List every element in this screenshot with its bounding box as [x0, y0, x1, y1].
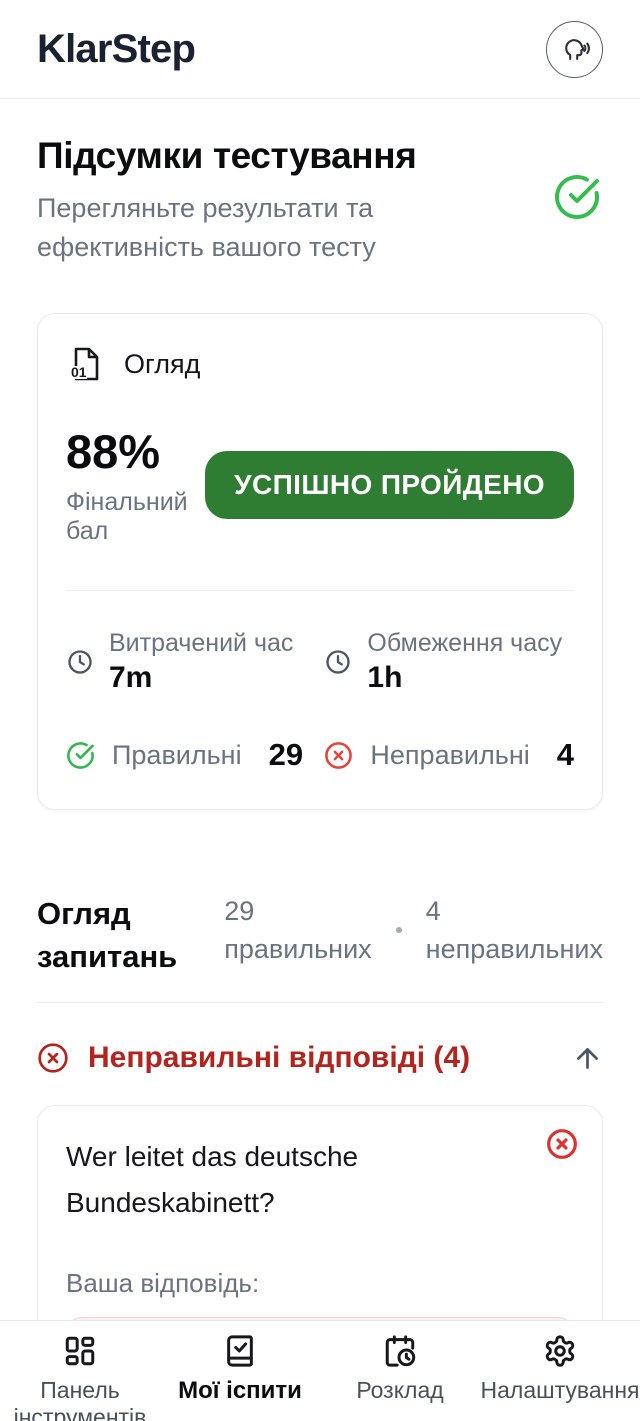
incorrect-summary: 4 неправильних [426, 894, 603, 965]
nav-label: Розклад [356, 1377, 444, 1403]
nav-label: Мої іспити [178, 1377, 302, 1404]
time-limit-label: Обмеження часу [367, 629, 563, 657]
nav-label: Налаштування [480, 1377, 640, 1403]
app-header: KlarStep [0, 0, 640, 99]
page-title: Підсумки тестування [37, 135, 417, 176]
nav-item-settings[interactable]: Налаштування [480, 1334, 640, 1421]
clock-icon [324, 648, 352, 676]
questions-overview-title: Огляд запитань [37, 896, 178, 974]
question-text: Wer leitet das deutsche Bundeskabinett? [66, 1141, 359, 1218]
clock-icon [66, 648, 94, 676]
your-answer-label: Ваша відповідь: [66, 1268, 260, 1298]
bottom-nav: Панель інструментів Мої іспити Розклад [0, 1320, 640, 1421]
correct-count-stat: Правильні 29 [66, 737, 308, 773]
exam-book-check-icon [223, 1334, 257, 1368]
time-spent-stat: Витрачений час 7m [66, 629, 308, 695]
questions-overview-counts: 29 правильних 4 неправильних [224, 892, 603, 965]
final-score-label: Фінальний бал [66, 488, 188, 545]
stats-grid: Витрачений час 7m Обмеження часу 1h [66, 629, 574, 773]
dot-separator [395, 926, 402, 933]
dashboard-grid-icon [63, 1334, 97, 1368]
incorrect-label: Неправильні [370, 739, 530, 770]
correct-summary-label: правильних [224, 934, 372, 964]
main-content: Підсумки тестування Перегляньте результа… [0, 135, 640, 1421]
nav-label: Панель інструментів [13, 1377, 147, 1421]
correct-label: Правильні [112, 739, 242, 770]
time-spent-value: 7m [109, 661, 153, 694]
page-subtitle: Перегляньте результати та ефективність в… [37, 193, 376, 262]
incorrect-summary-label: неправильних [425, 934, 603, 964]
check-circle-icon [66, 741, 95, 770]
final-score-block: 88% Фінальний бал [66, 424, 205, 546]
section-divider [37, 1002, 603, 1003]
correct-value: 29 [268, 737, 304, 772]
overview-card: 01 Огляд 88% Фінальний бал УСПІШНО ПРОЙД… [37, 313, 603, 810]
settings-gear-icon [543, 1334, 577, 1368]
card-divider [66, 590, 574, 591]
text-to-speech-button[interactable] [546, 20, 603, 78]
time-limit-stat: Обмеження часу 1h [324, 629, 574, 695]
x-circle-icon [324, 741, 353, 770]
x-circle-icon [37, 1042, 69, 1074]
nav-item-schedule[interactable]: Розклад [320, 1334, 480, 1421]
incorrect-answers-title: Неправильні відповіді (4) [88, 1041, 471, 1074]
collapse-arrow-up-icon[interactable] [572, 1043, 603, 1074]
correct-summary: 29 правильних [224, 894, 371, 965]
passed-status-badge[interactable]: УСПІШНО ПРОЙДЕНО [205, 451, 574, 519]
overview-card-title: Огляд [124, 348, 201, 379]
success-check-icon [553, 173, 601, 221]
speaking-head-icon [559, 33, 591, 65]
correct-summary-count: 29 [224, 896, 255, 926]
overview-card-header: 01 Огляд [66, 344, 574, 384]
page-title-section: Підсумки тестування Перегляньте результа… [37, 135, 603, 267]
final-score-value: 88% [66, 425, 161, 478]
app-logo: KlarStep [37, 26, 196, 71]
svg-text:01: 01 [71, 364, 87, 380]
incorrect-count-stat: Неправильні 4 [324, 737, 574, 773]
time-limit-value: 1h [367, 661, 403, 694]
incorrect-value: 4 [556, 737, 574, 772]
score-row: 88% Фінальний бал УСПІШНО ПРОЙДЕНО [66, 424, 574, 546]
calendar-clock-icon [383, 1334, 417, 1368]
report-document-icon: 01 [66, 344, 106, 384]
questions-overview-section: Огляд запитань 29 правильних 4 неправиль… [37, 892, 603, 978]
nav-item-dashboard[interactable]: Панель інструментів [0, 1334, 160, 1421]
x-circle-icon [546, 1128, 578, 1160]
time-spent-label: Витрачений час [109, 629, 294, 657]
nav-item-my-exams[interactable]: Мої іспити [160, 1334, 320, 1421]
incorrect-summary-count: 4 [425, 896, 441, 926]
incorrect-answers-header[interactable]: Неправильні відповіді (4) [37, 1041, 603, 1075]
